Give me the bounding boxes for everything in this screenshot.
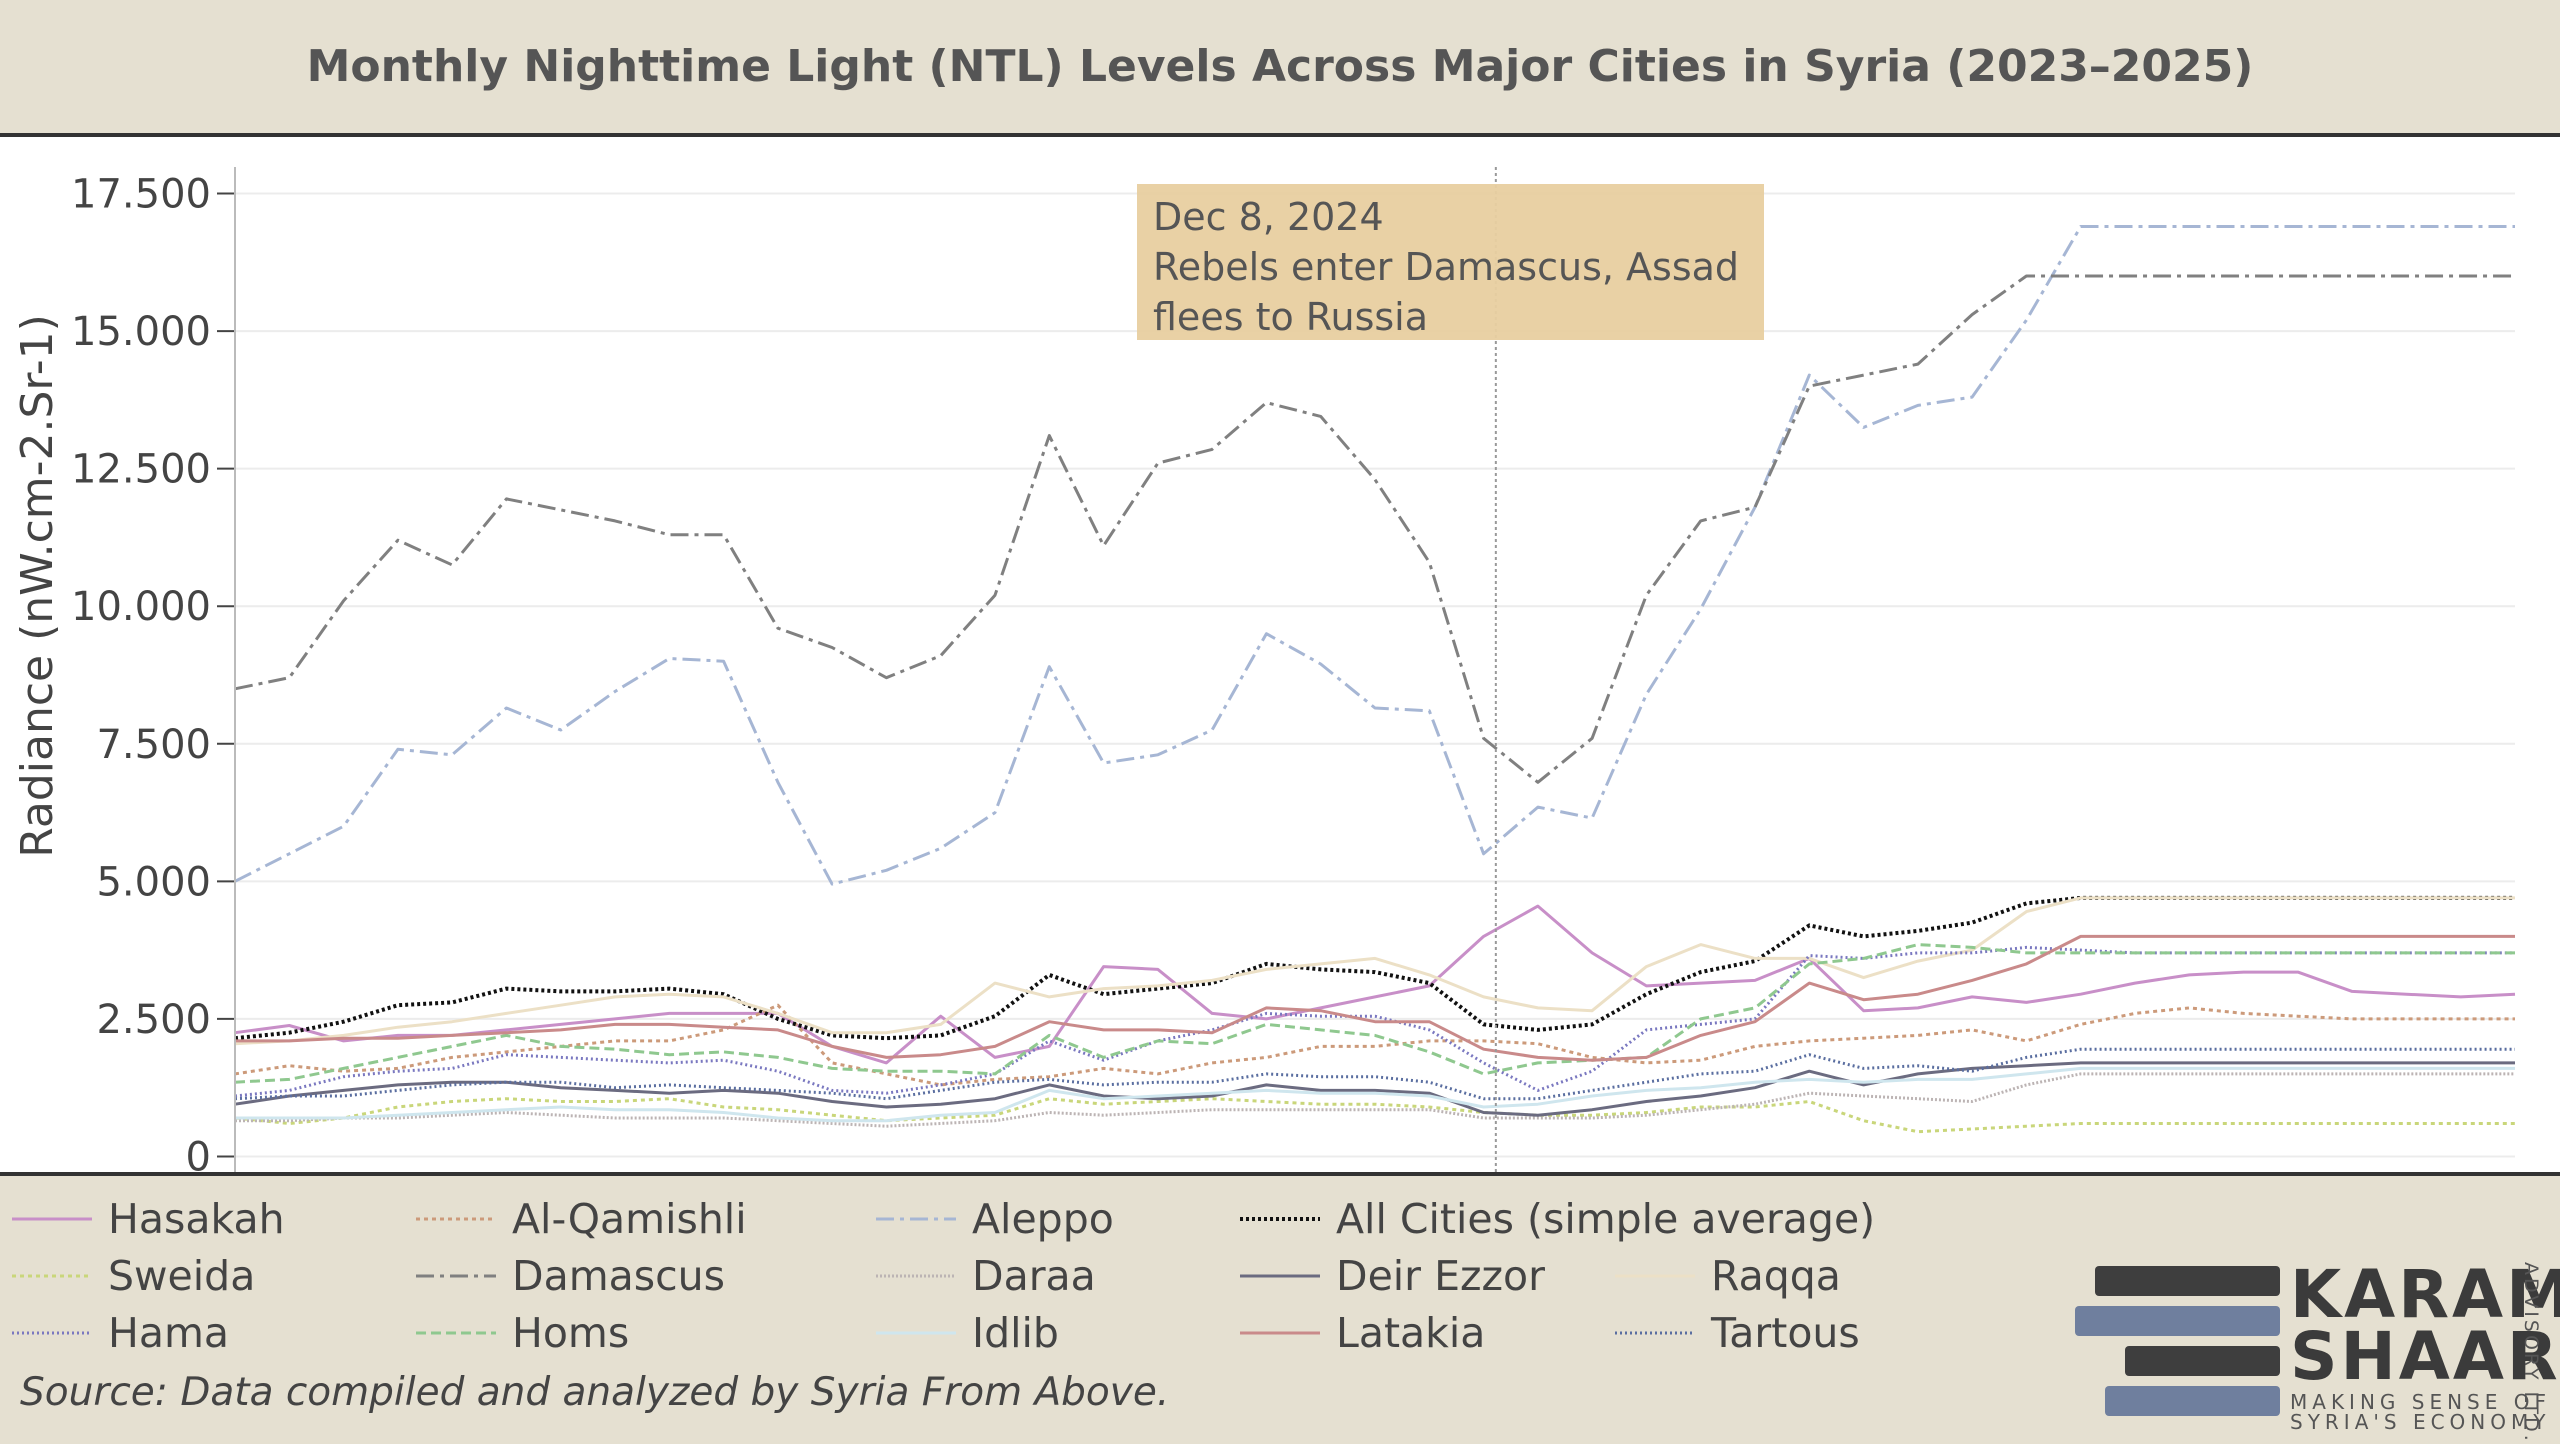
legend-swatch: [416, 1217, 496, 1221]
title-bar: Monthly Nighttime Light (NTL) Levels Acr…: [0, 0, 2560, 137]
legend-swatch: [1240, 1274, 1320, 1278]
karam-shaar-logo: KARAM SHAAR MAKING SENSE OF SYRIA'S ECON…: [2075, 1262, 2560, 1444]
series-line-tartous: [234, 1047, 2515, 1101]
legend-swatch: [12, 1274, 92, 1278]
legend-label: Latakia: [1336, 1309, 1486, 1357]
y-tick-label: 10.000: [71, 584, 211, 630]
annotation-box: [1137, 184, 1764, 340]
legend-item-aleppo: Aleppo: [876, 1194, 1114, 1244]
legend-item-homs: Homs: [416, 1308, 629, 1358]
series-line-sweida: [234, 1097, 2515, 1134]
series-line-homs: [234, 943, 2515, 1084]
legend-swatch: [1615, 1331, 1695, 1335]
legend-label: All Cities (simple average): [1336, 1195, 1876, 1243]
logo-word-shaar: SHAAR: [2290, 1318, 2560, 1395]
legend-item-idlib: Idlib: [876, 1308, 1059, 1358]
series-line-hasakah: [234, 904, 2516, 1065]
legend-swatch: [12, 1331, 92, 1335]
line-chart: 0 2.500 5.000 7.500 10.000 12.500 15.000 17.500…: [12, 167, 2516, 1172]
legend-label: Deir Ezzor: [1336, 1252, 1545, 1300]
chart-title: Monthly Nighttime Light (NTL) Levels Acr…: [306, 41, 2254, 92]
legend-label: Al-Qamishli: [512, 1195, 747, 1243]
legend-label: Hasakah: [108, 1195, 285, 1243]
logo-bar-1: [2095, 1266, 2280, 1296]
legend-item-all-cities-simple-average-: All Cities (simple average): [1240, 1194, 1875, 1244]
logo-bar-4: [2105, 1386, 2280, 1416]
legend-label: Raqqa: [1711, 1252, 1841, 1300]
legend-swatch: [876, 1217, 956, 1221]
legend-label: Damascus: [512, 1252, 726, 1300]
series-line-raqqa: [234, 896, 2515, 1046]
legend-label: Tartous: [1711, 1309, 1860, 1357]
legend-item-latakia: Latakia: [1240, 1308, 1485, 1358]
legend-label: Daraa: [972, 1252, 1096, 1300]
legend-item-tartous: Tartous: [1615, 1308, 1860, 1358]
series-line-latakia: [235, 934, 2515, 1062]
legend-item-damascus: Damascus: [416, 1251, 725, 1301]
legend-swatch: [12, 1217, 92, 1221]
legend-item-sweida: Sweida: [12, 1251, 255, 1301]
legend-item-hama: Hama: [12, 1308, 229, 1358]
legend-swatch: [416, 1331, 496, 1335]
logo-word-karam: KARAM: [2290, 1256, 2560, 1333]
legend-swatch: [1240, 1217, 1320, 1221]
annotation-text: Rebels enter Damascus, Assad: [1153, 245, 1739, 289]
legend-item-deir-ezzor: Deir Ezzor: [1240, 1251, 1545, 1301]
legend-swatch: [416, 1274, 496, 1278]
series-line-deir-ezzor: [234, 1061, 2515, 1117]
y-tick-label: 15.000: [71, 309, 211, 355]
legend-label: Sweida: [108, 1252, 256, 1300]
series-line-idlib: [235, 1066, 2515, 1123]
logo-tagline-1: MAKING SENSE OF: [2290, 1390, 2551, 1414]
legend-swatch: [1615, 1274, 1695, 1278]
y-tick-label: 12.500: [71, 447, 211, 493]
series-line-aleppo: [234, 225, 2515, 886]
legend-label: Aleppo: [972, 1195, 1114, 1243]
logo-tagline-2: SYRIA'S ECONOMY: [2290, 1410, 2551, 1434]
legend-item-daraa: Daraa: [876, 1251, 1096, 1301]
series-line-all-cities-simple-average-: [234, 895, 2515, 1041]
legend-item-hasakah: Hasakah: [12, 1194, 285, 1244]
legend-swatch: [1240, 1331, 1320, 1335]
annotation-text: Dec 8, 2024: [1153, 195, 1384, 239]
y-tick-label: 5.000: [96, 859, 211, 905]
logo-bar-3: [2125, 1346, 2280, 1376]
legend-item-al-qamishli: Al-Qamishli: [416, 1194, 747, 1244]
axis-layer: 0 2.500 5.000 7.500 10.000 12.500 15.000 17.500…: [12, 167, 236, 1172]
series-line-damascus: [234, 274, 2515, 784]
y-tick-label: 0: [186, 1134, 211, 1172]
legend-label: Homs: [512, 1309, 630, 1357]
series-layer: [234, 225, 2516, 1134]
logo-side-text: ADVISORY LTD.: [2520, 1262, 2542, 1444]
y-tick-label: 17.500: [71, 172, 211, 218]
legend-label: Idlib: [972, 1309, 1059, 1357]
y-axis-title: Radiance (nW.cm-2.Sr-1): [12, 314, 63, 857]
legend-item-raqqa: Raqqa: [1615, 1251, 1841, 1301]
legend-swatch: [876, 1331, 956, 1335]
source-note: Source: Data compiled and analyzed by Sy…: [20, 1370, 1170, 1415]
annotation-text: flees to Russia: [1153, 295, 1428, 339]
plot-area: 0 2.500 5.000 7.500 10.000 12.500 15.000 17.500…: [0, 137, 2560, 1176]
y-tick-label: 7.500: [96, 722, 211, 768]
logo-bar-2: [2075, 1306, 2280, 1336]
legend-label: Hama: [108, 1309, 230, 1357]
series-line-daraa: [235, 1072, 2515, 1128]
legend-swatch: [876, 1274, 956, 1278]
annotation-layer: Dec 8, 2024 Rebels enter Damascus, Assad f…: [1137, 167, 1764, 1172]
y-tick-label: 2.500: [96, 997, 211, 1043]
